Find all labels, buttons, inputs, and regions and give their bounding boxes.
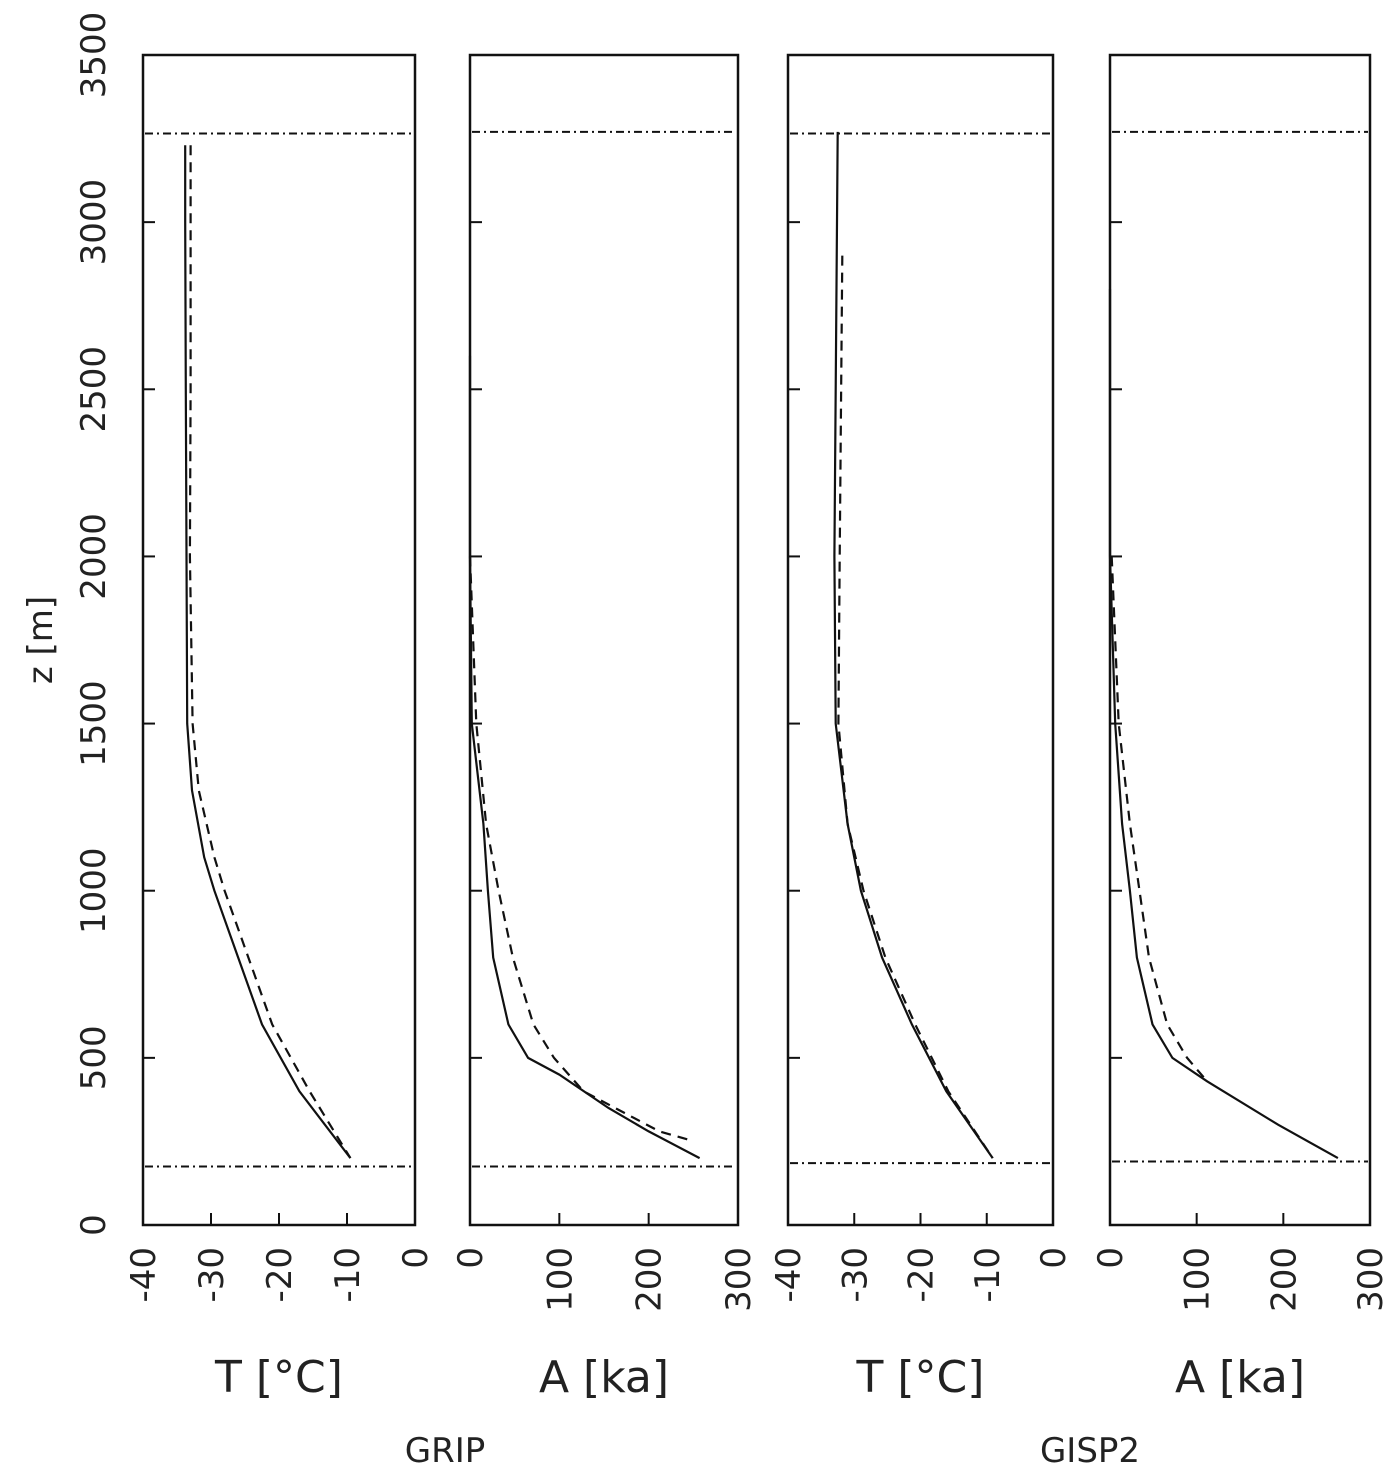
x-tick-label: -10 [968,1247,1008,1303]
x-tick-label: 200 [1264,1247,1304,1312]
x-tick-label: -30 [835,1247,875,1303]
x-tick-label: 0 [451,1247,491,1269]
profile-line [188,145,352,1159]
profile-line [468,355,701,1160]
profile-line [468,556,690,1141]
x-tick-label: 0 [1091,1247,1131,1269]
y-tick-label: 3500 [74,12,114,99]
caption: GRIP [405,1431,486,1471]
x-axis-label: T [°C] [856,1352,985,1403]
y-axis-label: z [m] [21,596,61,684]
x-tick-label: 0 [1034,1247,1074,1269]
x-axis-label: A [ka] [539,1352,669,1403]
x-tick-label: -10 [328,1247,368,1303]
plot-frame [141,53,417,1227]
x-tick-label: 300 [719,1247,759,1312]
x-tick-label: 300 [1351,1247,1391,1312]
x-tick-label: -40 [124,1247,164,1303]
x-tick-label: 200 [630,1247,670,1312]
x-tick-label: -20 [260,1247,300,1303]
plot-frame [1108,53,1372,1227]
y-tick-label: 500 [74,1025,114,1090]
x-tick-label: -20 [902,1247,942,1303]
plot-frame [786,53,1055,1227]
y-tick-label: 2000 [74,513,114,600]
x-tick-label: 100 [1178,1247,1218,1312]
plot-frame [468,53,740,1227]
x-axis-label: T [°C] [214,1352,343,1403]
profile-line [184,145,352,1159]
y-tick-label: 1000 [74,847,114,934]
profile-line [833,131,994,1159]
x-axis-label: A [ka] [1175,1352,1305,1403]
x-tick-label: 100 [540,1247,580,1312]
y-tick-label: 2500 [74,346,114,433]
x-tick-label: 0 [396,1247,436,1269]
y-tick-label: 0 [74,1214,114,1236]
y-tick-label: 3000 [74,179,114,266]
y-tick-label: 1500 [74,680,114,767]
profile-line [1110,556,1208,1083]
x-tick-label: -40 [769,1247,809,1303]
profile-line [837,255,994,1159]
profile-line [1108,289,1339,1160]
x-tick-label: -30 [192,1247,232,1303]
caption: GISP2 [1040,1431,1140,1471]
